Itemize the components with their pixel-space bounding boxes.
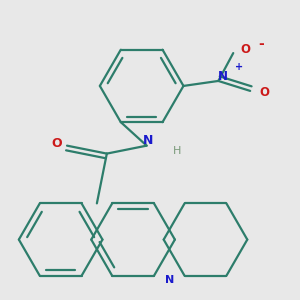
Text: -: - (258, 37, 264, 51)
Text: H: H (173, 146, 182, 156)
Text: N: N (142, 134, 153, 147)
Text: O: O (259, 86, 269, 99)
Text: O: O (240, 43, 250, 56)
Text: O: O (52, 137, 62, 150)
Text: +: + (235, 62, 243, 72)
Text: N: N (165, 275, 174, 285)
Text: N: N (218, 70, 228, 83)
